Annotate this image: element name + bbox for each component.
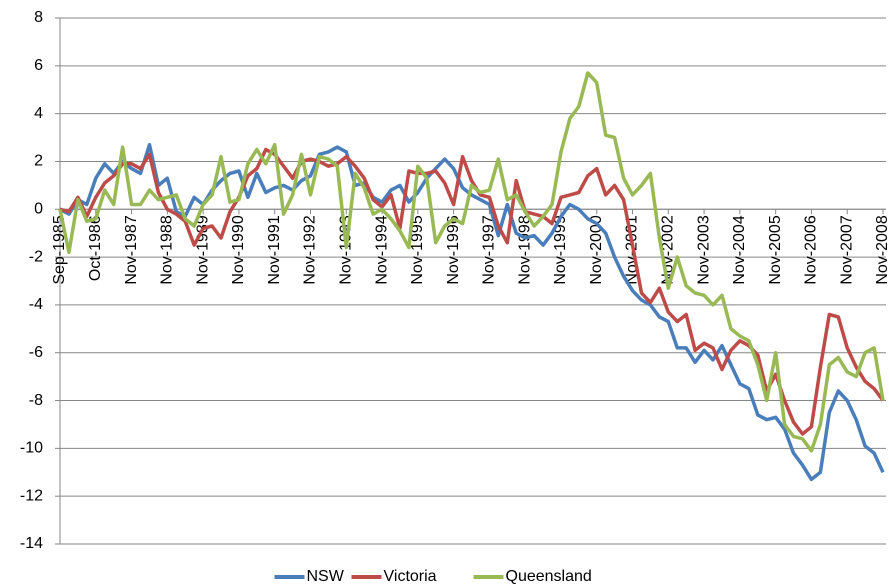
x-tick-label: Nov-1993: [337, 215, 354, 284]
x-tick-label: Nov-2004: [731, 215, 748, 284]
y-tick-label: 0: [34, 200, 43, 217]
y-tick-label: -8: [29, 392, 43, 409]
series-line: [58, 71, 885, 453]
legend-label: NSW: [307, 568, 345, 585]
y-tick-label: -6: [29, 344, 43, 361]
x-tick-label: Nov-2006: [803, 215, 820, 284]
y-tick-label: 8: [34, 9, 43, 26]
x-tick-label: Nov-1995: [409, 215, 426, 284]
series-line: [59, 147, 885, 436]
x-tick-label: Nov-1991: [266, 215, 283, 284]
y-tick-label: 4: [34, 105, 43, 122]
x-tick-label: Nov-2000: [588, 215, 605, 284]
y-tick-label: 6: [34, 57, 43, 74]
x-tick-label: Nov-1987: [123, 215, 140, 284]
y-tick-label: 2: [34, 153, 43, 170]
y-tick-label: -2: [29, 248, 43, 265]
legend-label: Victoria: [384, 568, 437, 585]
x-tick-label: Nov-1989: [194, 215, 211, 284]
x-tick-label: Nov-2005: [767, 215, 784, 284]
y-tick-label: -10: [20, 440, 43, 457]
x-tick-label: Nov-1998: [516, 215, 533, 284]
x-tick-label: Sep-1985: [51, 215, 68, 284]
x-tick-label: Nov-1996: [445, 215, 462, 284]
x-tick-label: Nov-1992: [302, 215, 319, 284]
x-tick-label: Nov-1994: [373, 215, 390, 284]
x-tick-label: Nov-1988: [159, 215, 176, 284]
x-tick-label: Nov-2007: [838, 215, 855, 284]
x-tick-label: Oct-1986: [87, 215, 104, 281]
x-tick-label: Nov-2008: [874, 215, 889, 284]
y-tick-label: -12: [20, 487, 43, 504]
series-line: [59, 142, 885, 482]
x-tick-label: Nov-1997: [481, 215, 498, 284]
x-tick-label: Nov-1999: [552, 215, 569, 284]
legend-label: Queensland: [506, 568, 592, 585]
x-tick-label: Nov-2003: [695, 215, 712, 284]
x-tick-label: Nov-1990: [230, 215, 247, 284]
y-tick-label: -4: [29, 296, 43, 313]
y-tick-label: -14: [20, 535, 43, 552]
